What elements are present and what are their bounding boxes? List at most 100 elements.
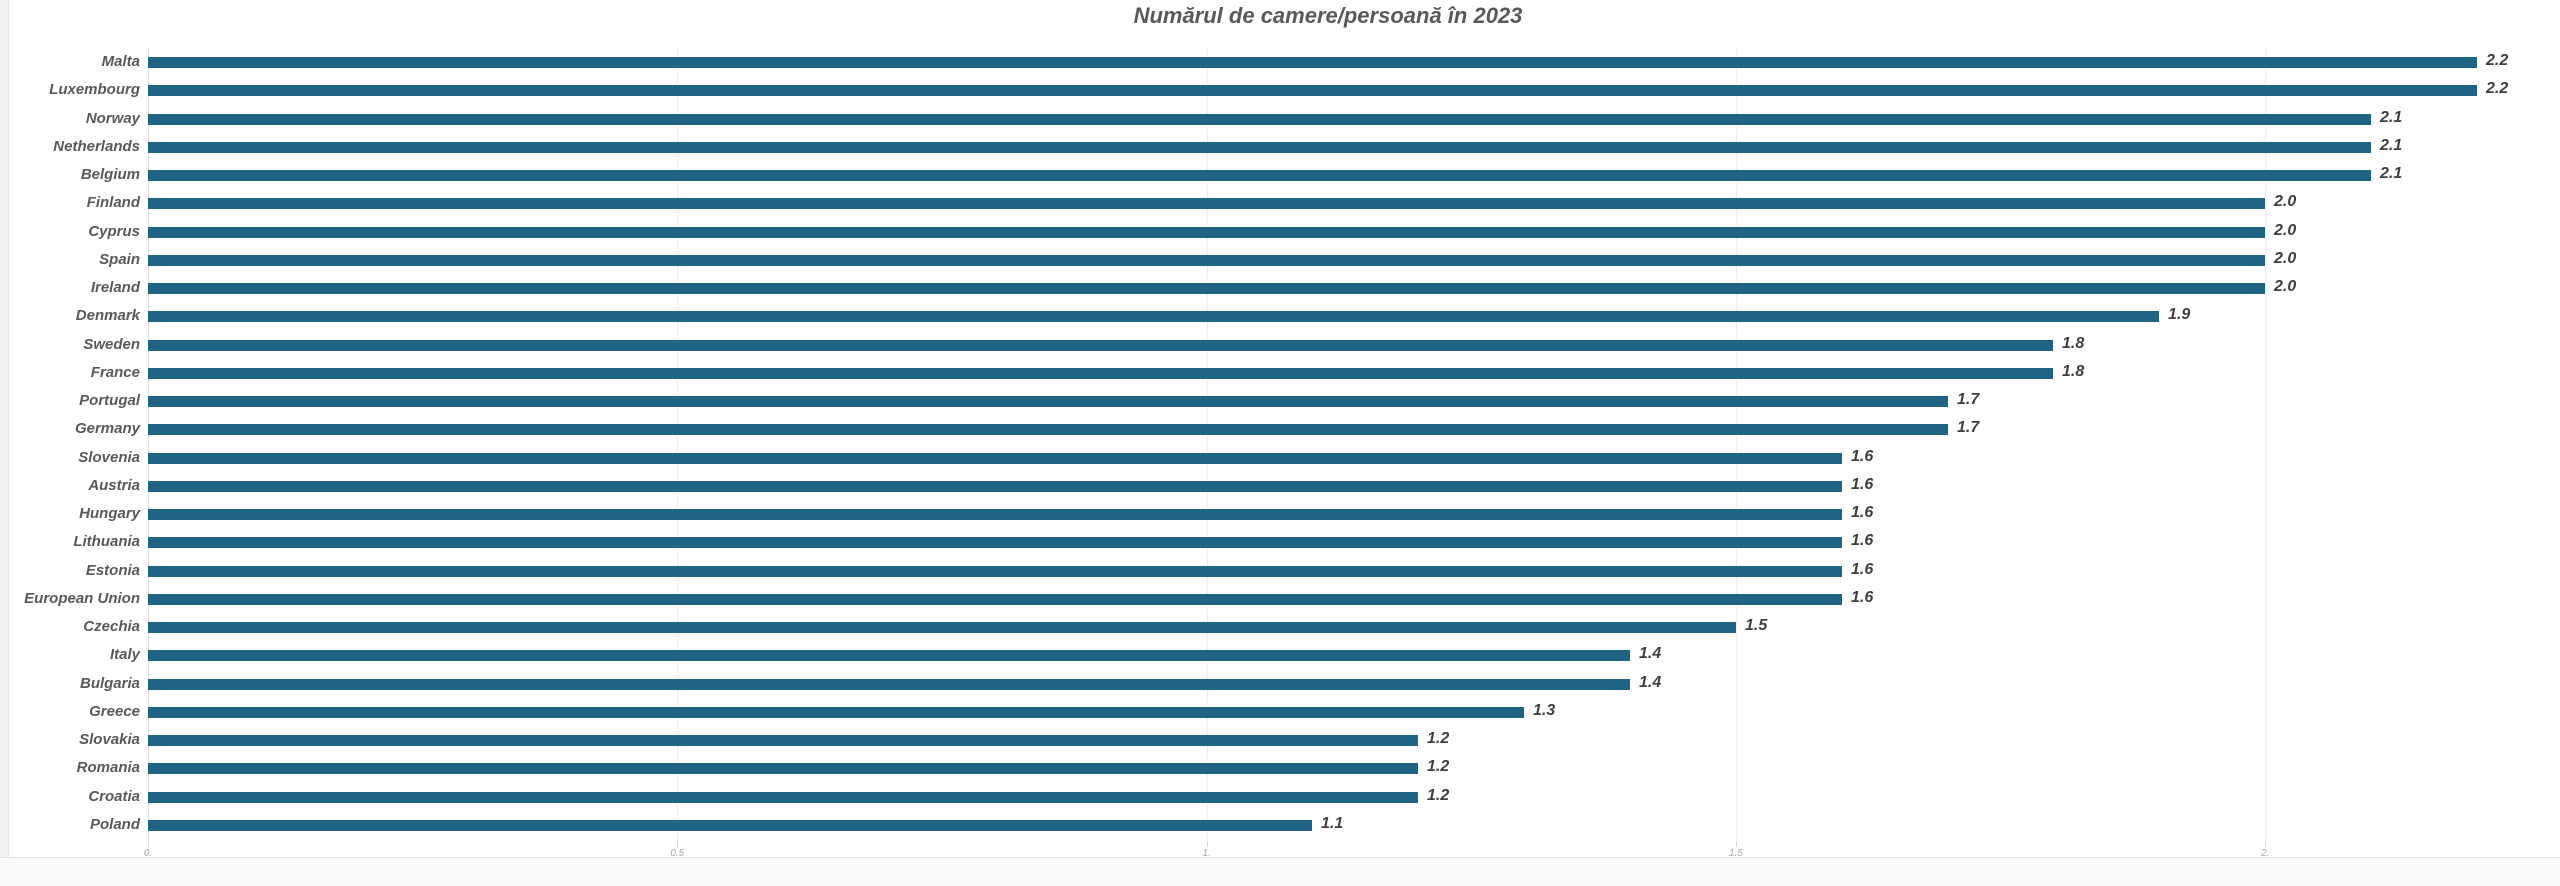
category-label: Spain [99, 250, 140, 268]
value-label: 1.8 [2062, 334, 2085, 352]
bar-row: Sweden 1.8 [0, 331, 2560, 359]
bar-row: Finland 2.0 [0, 189, 2560, 217]
category-label: European Union [24, 589, 140, 607]
category-label: Bulgaria [79, 674, 140, 692]
value-label: 2.0 [2274, 249, 2297, 267]
value-label: 2.0 [2274, 221, 2297, 239]
category-label: Germany [74, 420, 140, 438]
bar-row: Slovakia 1.2 [0, 726, 2560, 754]
bar-row: Ireland 2.0 [0, 274, 2560, 302]
bar-row: Bulgaria 1.4 [0, 670, 2560, 698]
axis-tick [2265, 841, 2267, 847]
bar[interactable] [148, 113, 2371, 125]
value-label: 1.4 [1639, 645, 1662, 663]
value-label: 1.8 [2062, 362, 2085, 380]
bar[interactable] [148, 254, 2265, 266]
x-axis-tick-label: 0. [143, 848, 153, 859]
bar[interactable] [148, 424, 1948, 436]
bar[interactable] [148, 537, 1842, 549]
category-label: Portugal [79, 392, 140, 409]
gridline [2265, 48, 2267, 841]
category-label: Italy [109, 646, 140, 664]
bar[interactable] [148, 170, 2371, 181]
gridline [1735, 48, 1737, 841]
axis-tick [677, 841, 679, 847]
bar-row: Luxembourg 2.2 [0, 76, 2560, 104]
bar-row: Denmark 1.9 [0, 302, 2560, 330]
y-axis-line [148, 48, 149, 841]
value-label: 2.0 [2274, 278, 2297, 295]
bar[interactable] [148, 593, 1842, 605]
category-label: Cyprus [88, 222, 140, 240]
axis-tick [1206, 841, 1208, 847]
category-label: Malta [101, 53, 140, 70]
bar[interactable] [148, 85, 2477, 97]
value-label: 1.1 [1321, 814, 1344, 832]
x-axis-tick-label: 1. [1202, 848, 1211, 859]
value-label: 1.4 [1639, 673, 1662, 691]
value-label: 2.1 [2380, 165, 2403, 182]
bar-row: Portugal 1.7 [0, 387, 2560, 415]
category-label: Ireland [90, 279, 140, 296]
bar-row: Croatia 1.2 [0, 783, 2560, 811]
bar-row: Malta 2.2 [0, 48, 2560, 76]
value-label: 1.6 [1851, 588, 1874, 606]
bar-row: Norway 2.1 [0, 105, 2560, 133]
category-label: Luxembourg [49, 81, 140, 99]
bar-row: Greece 1.3 [0, 698, 2560, 726]
bar[interactable] [148, 678, 1630, 690]
bar[interactable] [148, 735, 1418, 746]
bar[interactable] [148, 367, 2053, 379]
value-label: 1.9 [2168, 306, 2191, 324]
category-label: Norway [85, 109, 140, 127]
chart-title: Numărul de camere/persoană în 2023 [1133, 3, 1523, 28]
bar[interactable] [148, 791, 1418, 803]
bar[interactable] [148, 763, 1418, 775]
bar-row: Cyprus 2.0 [0, 218, 2560, 246]
category-label: Denmark [75, 307, 140, 325]
bar[interactable] [148, 198, 2265, 210]
bar[interactable] [148, 283, 2265, 294]
bar-row: Italy 1.4 [0, 641, 2560, 669]
bar[interactable] [148, 706, 1524, 718]
value-label: 1.6 [1851, 504, 1874, 521]
category-label: France [90, 363, 140, 381]
value-label: 1.7 [1957, 391, 1980, 408]
bar[interactable] [148, 452, 1842, 464]
bar[interactable] [148, 622, 1736, 633]
bar[interactable] [148, 226, 2265, 238]
bar[interactable] [148, 480, 1842, 492]
value-label: 1.5 [1745, 617, 1768, 634]
bar-row: Romania 1.2 [0, 754, 2560, 782]
category-label: Netherlands [53, 137, 140, 155]
value-label: 2.1 [2380, 136, 2403, 154]
bar[interactable] [148, 141, 2371, 153]
bar[interactable] [148, 509, 1842, 520]
value-label: 1.2 [1427, 786, 1450, 804]
category-label: Belgium [80, 166, 140, 183]
bar[interactable] [148, 650, 1630, 662]
bar[interactable] [148, 57, 2477, 68]
bar-row: Austria 1.6 [0, 472, 2560, 500]
bar[interactable] [148, 396, 1948, 407]
value-label: 2.2 [2486, 52, 2509, 69]
bar[interactable] [148, 819, 1312, 831]
category-label: Austria [88, 476, 140, 494]
bar[interactable] [148, 565, 1842, 577]
bar[interactable] [148, 339, 2053, 351]
bar[interactable] [148, 311, 2159, 323]
gridline [677, 48, 679, 841]
bar-row: European Union 1.6 [0, 585, 2560, 613]
value-label: 1.2 [1427, 730, 1450, 747]
bar-row: Poland 1.1 [0, 811, 2560, 839]
category-label: Czechia [83, 618, 140, 635]
bar-row: Belgium 2.1 [0, 161, 2560, 189]
bar-row: Germany 1.7 [0, 415, 2560, 443]
category-label: Finland [86, 194, 140, 212]
category-label: Greece [89, 702, 140, 720]
category-label: Poland [89, 815, 140, 833]
value-label: 1.7 [1957, 419, 1980, 437]
category-label: Sweden [83, 335, 140, 353]
x-axis-tick-label: 0.5 [670, 848, 685, 859]
category-label: Slovakia [79, 731, 140, 748]
